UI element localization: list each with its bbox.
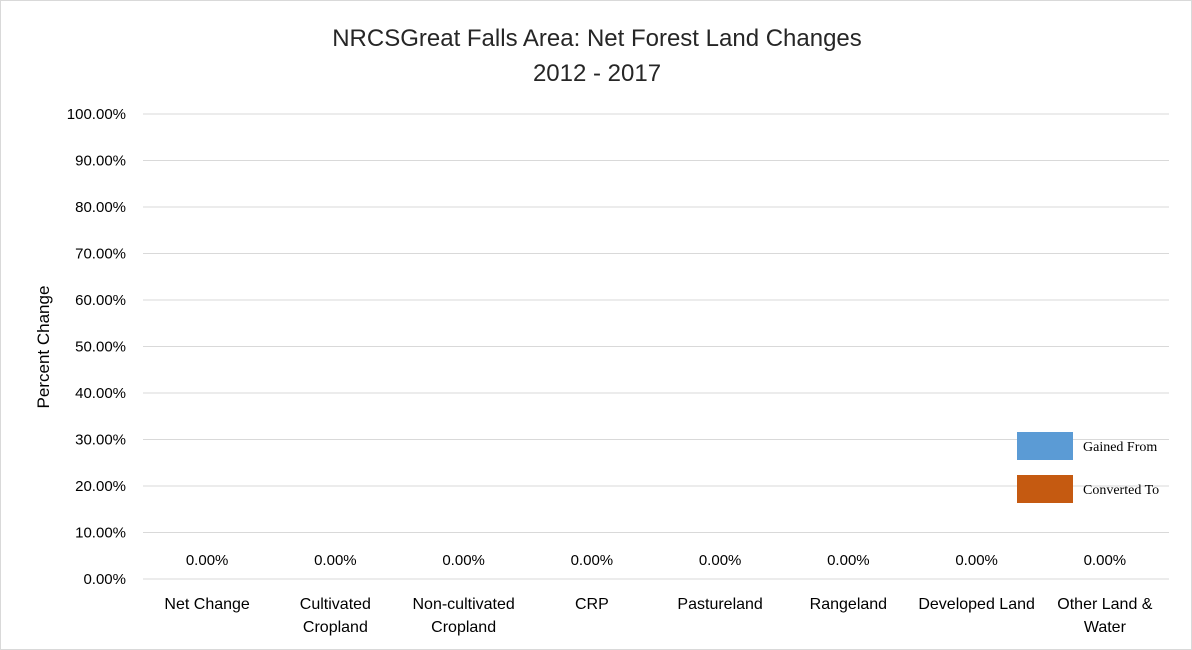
x-category-label: Developed Land (918, 596, 1035, 613)
legend: Gained From Converted To (1017, 432, 1159, 503)
x-category-label: Rangeland (810, 596, 887, 613)
data-label: 0.00% (314, 552, 357, 569)
data-labels: 0.00% 0.00% 0.00% 0.00% 0.00% 0.00% 0.00% 0.00% (186, 552, 1126, 569)
y-tick-label: 50.00% (75, 339, 126, 356)
x-axis-categories: Net Change Cultivated Cropland Non-cultivat… (164, 596, 1152, 636)
chart-title: NRCSGreat Falls Area: Net Forest Land Ch… (332, 25, 862, 52)
y-axis-ticks: 0.00% 10.00% 20.00% 30.00% 40.00% 50.00% 60.00… (67, 106, 126, 588)
x-category-label: Non-cultivated Cropland (412, 596, 514, 636)
y-tick-label: 90.00% (75, 153, 126, 170)
data-label: 0.00% (442, 552, 485, 569)
x-category-label: Pastureland (677, 596, 762, 613)
y-tick-label: 60.00% (75, 292, 126, 309)
legend-label: Converted To (1083, 483, 1159, 498)
x-category-label: Other Land & Water (1057, 596, 1153, 636)
x-category-label: Cultivated Cropland (300, 596, 371, 636)
y-tick-label: 40.00% (75, 385, 126, 402)
x-category-label: CRP (575, 596, 609, 613)
y-tick-label: 20.00% (75, 478, 126, 495)
data-label: 0.00% (571, 552, 614, 569)
data-label: 0.00% (827, 552, 870, 569)
y-tick-label: 30.00% (75, 432, 126, 449)
data-label: 0.00% (955, 552, 998, 569)
x-category-label: Net Change (164, 596, 249, 613)
data-label: 0.00% (1084, 552, 1127, 569)
y-axis-title: Percent Change (34, 286, 53, 409)
legend-label: Gained From (1083, 440, 1157, 455)
y-tick-label: 70.00% (75, 246, 126, 263)
y-tick-label: 0.00% (83, 571, 126, 588)
data-label: 0.00% (699, 552, 742, 569)
y-tick-label: 80.00% (75, 199, 126, 216)
chart-subtitle: 2012 - 2017 (533, 60, 661, 87)
y-tick-label: 100.00% (67, 106, 126, 123)
data-label: 0.00% (186, 552, 229, 569)
y-tick-label: 10.00% (75, 525, 126, 542)
legend-swatch (1017, 475, 1073, 503)
legend-swatch (1017, 432, 1073, 460)
gridlines (143, 113, 1169, 580)
